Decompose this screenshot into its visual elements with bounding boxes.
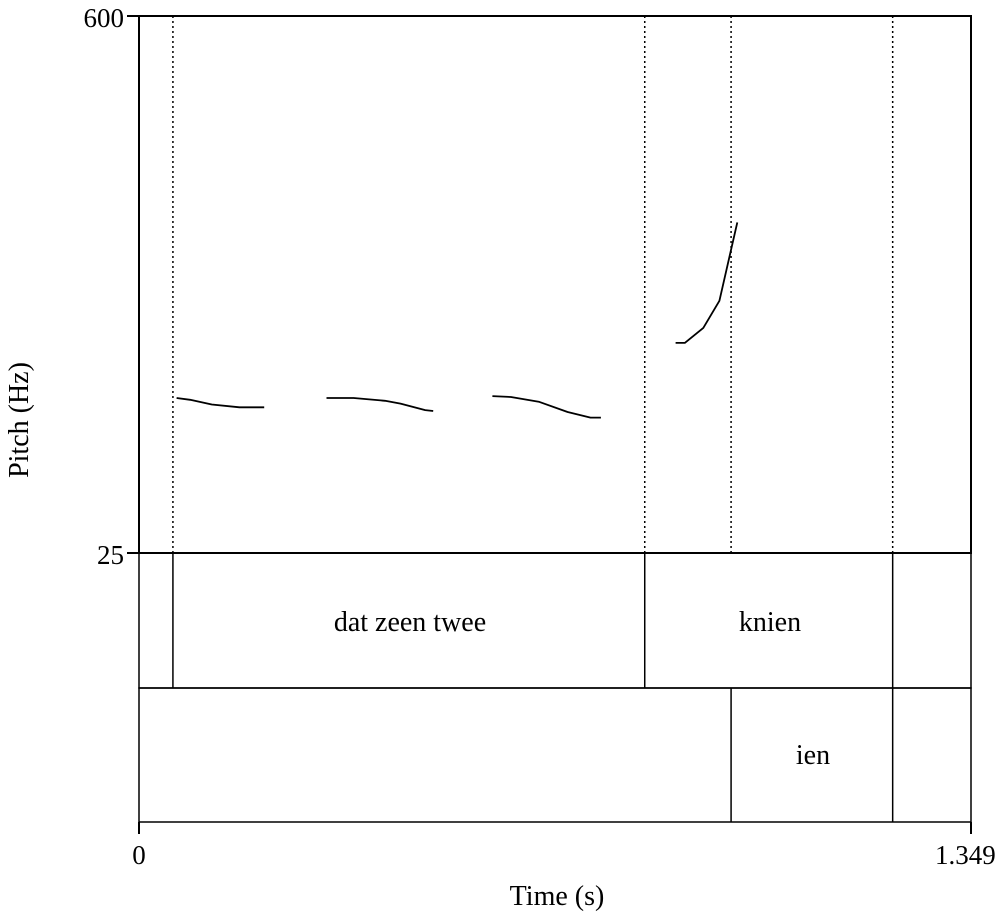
pitch-plot-frame bbox=[138, 15, 972, 554]
pitch-curve-3 bbox=[492, 395, 601, 419]
boundary-lines bbox=[172, 16, 894, 553]
pitch-curve-1 bbox=[176, 397, 265, 409]
pitch-curves bbox=[176, 222, 739, 419]
y-tick-label-25: 25 bbox=[97, 540, 124, 570]
tier-2-frame bbox=[138, 687, 972, 823]
x-tick-label-max: 1.349 bbox=[935, 840, 996, 870]
pitch-curve-4 bbox=[675, 222, 739, 344]
tier-1-boundaries bbox=[172, 553, 894, 688]
x-tick-label-0: 0 bbox=[132, 840, 146, 870]
tier-2-boundaries bbox=[730, 688, 894, 822]
pitch-curve-2 bbox=[326, 397, 434, 412]
tier-1-label-dat-zeen-twee: dat zeen twee bbox=[334, 607, 486, 638]
x-axis-title: Time (s) bbox=[510, 881, 605, 912]
tier-2-label-ien: ien bbox=[796, 740, 830, 771]
y-tick-label-600: 600 bbox=[84, 3, 125, 33]
y-axis-title: Pitch (Hz) bbox=[4, 362, 35, 478]
tier-1-frame bbox=[138, 552, 972, 689]
tier-1-label-knien: knien bbox=[739, 607, 801, 638]
